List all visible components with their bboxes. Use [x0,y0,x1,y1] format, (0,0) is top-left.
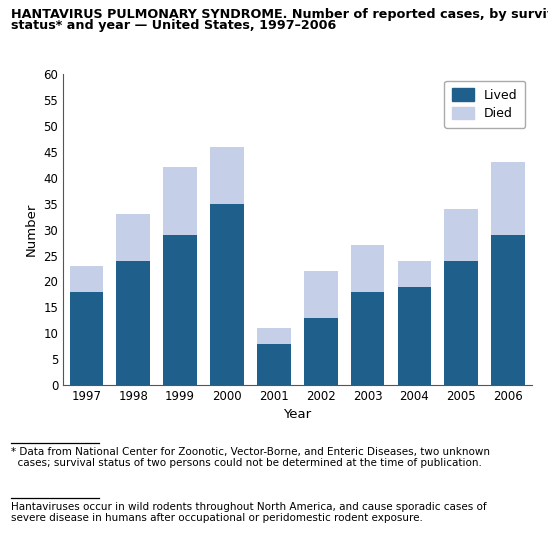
Bar [257,344,291,385]
Legend: Lived, Died: Lived, Died [444,80,526,128]
Bar [163,167,197,235]
Bar [304,318,338,385]
Bar [70,292,104,385]
Bar [491,235,525,385]
Text: status* and year — United States, 1997–2006: status* and year — United States, 1997–2… [11,19,336,32]
Bar [444,209,478,261]
Bar [116,261,150,385]
Bar [491,162,525,235]
Y-axis label: Number: Number [25,203,38,256]
Bar [210,204,244,385]
Bar [210,147,244,204]
Bar [304,271,338,318]
Text: HANTAVIRUS PULMONARY SYNDROME. Number of reported cases, by survival: HANTAVIRUS PULMONARY SYNDROME. Number of… [11,8,548,21]
Bar [70,266,104,292]
X-axis label: Year: Year [283,409,311,421]
Bar [397,287,431,385]
Bar [351,292,385,385]
Bar [116,214,150,261]
Bar [397,261,431,287]
Bar [163,235,197,385]
Text: Hantaviruses occur in wild rodents throughout North America, and cause sporadic : Hantaviruses occur in wild rodents throu… [11,502,487,523]
Bar [351,245,385,292]
Bar [257,328,291,344]
Bar [444,261,478,385]
Text: * Data from National Center for Zoonotic, Vector-Borne, and Enteric Diseases, tw: * Data from National Center for Zoonotic… [11,447,490,468]
